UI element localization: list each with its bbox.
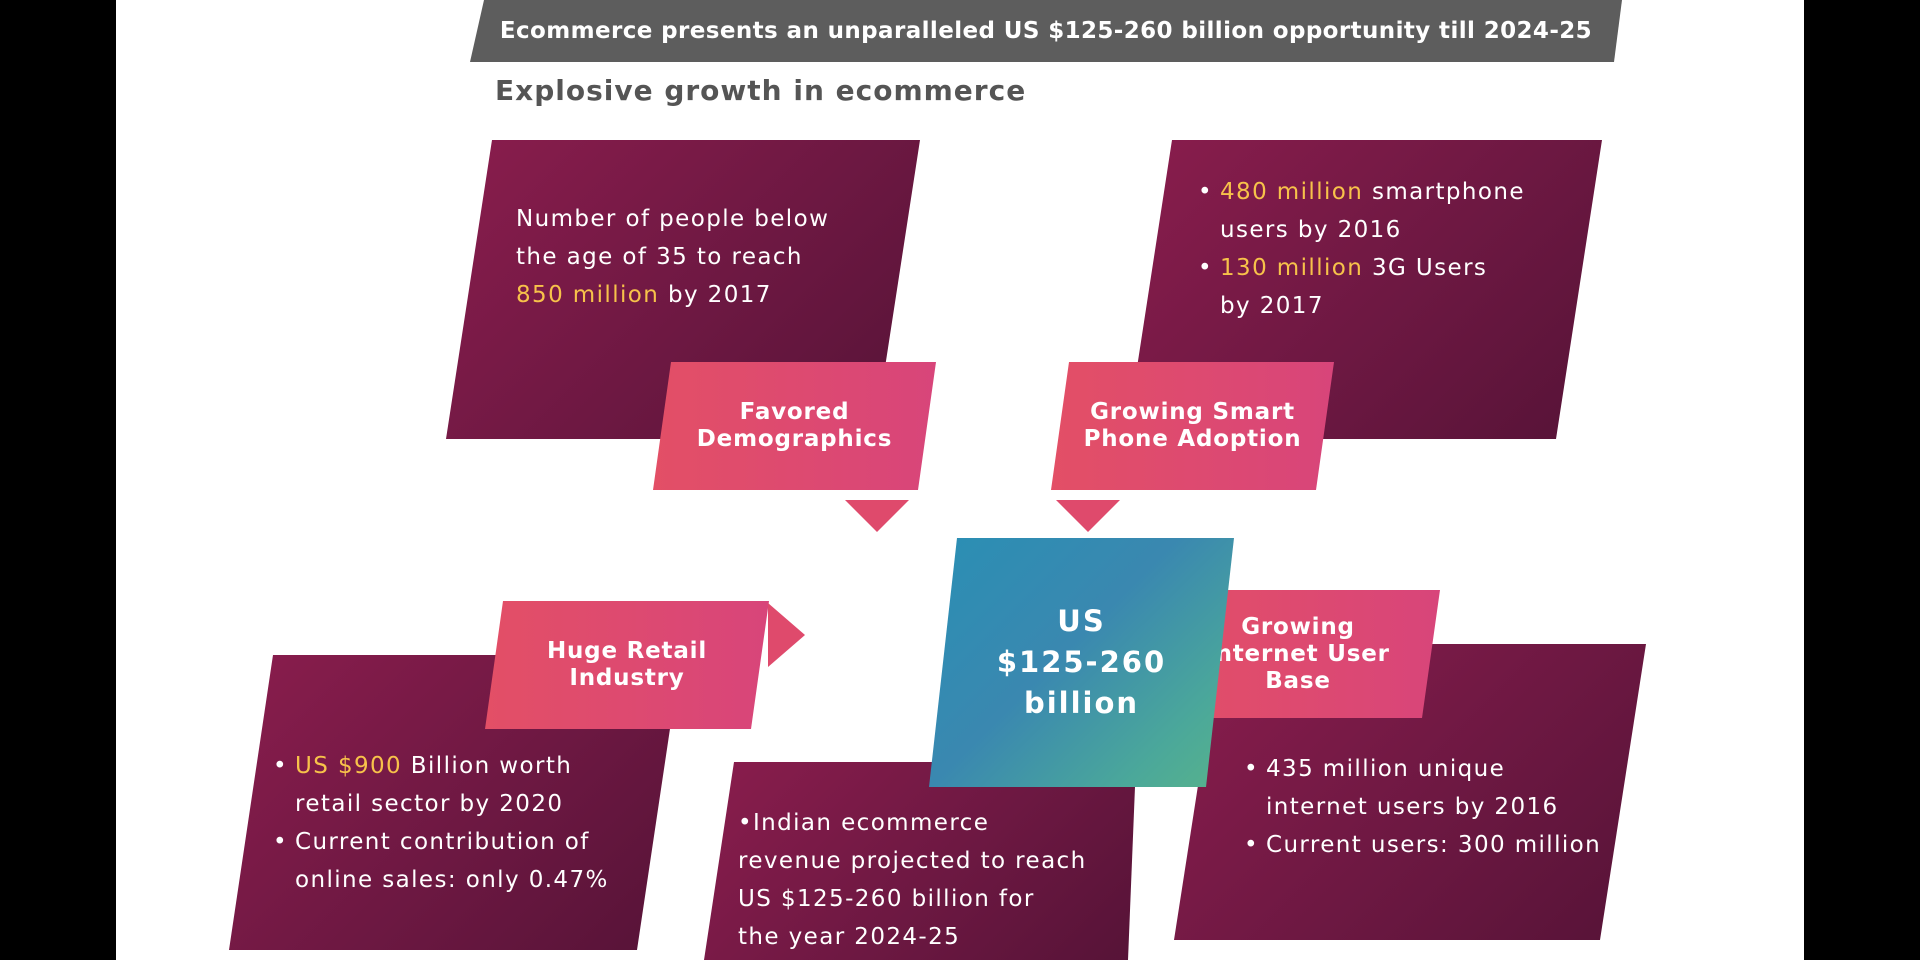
smartphone-adoption-label-line2: Phone Adoption [1083,426,1302,452]
arrow-down-left [845,500,909,532]
center-line-2: $125-260 [996,645,1167,679]
huge-retail-label: Huge Retail Industry [485,601,769,729]
center-line-3: billion [1023,686,1140,720]
retail-bullet-2-line1: Current contribution of [295,829,590,855]
retail-bullet-2: Current contribution of online sales: onl… [273,823,609,899]
center-value-box: US $125-260 billion [929,538,1234,787]
smartphone-bullet-1-text: smartphone [1363,179,1525,205]
retail-bullet-1-line2: retail sector by 2020 [295,791,564,817]
smartphone-bullet-1-line2: users by 2016 [1220,217,1402,243]
smartphone-bullet-1: 480 million smartphone users by 2016 [1198,173,1525,249]
demographics-text-line2: the age of 35 to reach [516,244,803,270]
arrow-right-left [768,603,805,667]
retail-panel: US $900 Billion worth retail sector by 20… [229,655,681,950]
demographics-text-line1: Number of people below [516,206,830,232]
revenue-line-1: •Indian ecommerce [738,810,990,836]
smartphone-panel: 480 million smartphone users by 2016 130 … [1126,140,1602,439]
internet-user-base-label-line1: Growing [1241,613,1355,640]
smartphone-adoption-label: Growing Smart Phone Adoption [1051,362,1334,490]
internet-user-base-label-line3: Base [1265,667,1331,694]
retail-bullet-1: US $900 Billion worth retail sector by 20… [273,747,609,823]
internet-bullet-1-line1: 435 million unique [1266,756,1506,782]
smartphone-bullet-2: 130 million 3G Users by 2017 [1198,249,1525,325]
revenue-panel: •Indian ecommerce revenue projected to r… [704,762,1136,960]
center-line-1: US [1057,604,1106,638]
demographics-text-line3: by 2017 [659,282,772,308]
huge-retail-label-line2: Industry [569,665,685,691]
subtitle: Explosive growth in ecommerce [495,74,1027,107]
arrow-down-right [1056,500,1120,532]
revenue-line-2: revenue projected to reach [738,848,1087,874]
demographics-highlight: 850 million [516,282,660,308]
internet-bullet-1: 435 million unique internet users by 2016 [1244,750,1601,826]
favored-demographics-label: Favored Demographics [653,362,936,490]
slide: Ecommerce presents an unparalleled US $1… [116,0,1804,960]
retail-bullet-2-line2: online sales: only 0.47% [295,867,609,893]
smartphone-adoption-label-line1: Growing Smart [1090,399,1295,425]
huge-retail-label-line1: Huge Retail [546,638,708,664]
favored-demographics-label-line1: Favored [739,399,850,425]
smartphone-bullet-2-text: 3G Users [1363,255,1488,281]
smartphone-highlight-2: 130 million [1220,255,1364,281]
revenue-line-3: US $125-260 billion for [738,886,1035,912]
smartphone-highlight-1: 480 million [1220,179,1364,205]
internet-user-base-label-line2: Internet User [1206,640,1390,667]
banner-title: Ecommerce presents an unparalleled US $1… [470,0,1622,62]
internet-bullet-1-line2: internet users by 2016 [1266,794,1559,820]
smartphone-bullet-2-line2: by 2017 [1220,293,1324,319]
retail-bullet-1-text: Billion worth [402,753,573,779]
favored-demographics-label-line2: Demographics [696,426,893,452]
retail-highlight: US $900 [295,753,403,779]
internet-bullet-2: Current users: 300 million [1244,826,1601,864]
internet-bullet-2-line1: Current users: 300 million [1266,832,1602,858]
revenue-line-4: the year 2024-25 [738,924,961,950]
